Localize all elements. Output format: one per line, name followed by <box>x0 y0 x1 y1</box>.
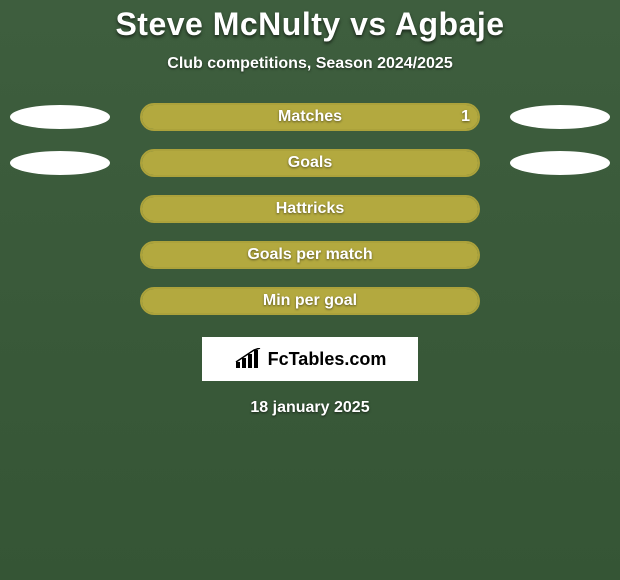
comparison-row: Matches1 <box>0 103 620 131</box>
comparison-widget: Steve McNulty vs Agbaje Club competition… <box>0 0 620 417</box>
stat-bar-fill-right <box>310 151 478 175</box>
stat-bar-track <box>140 287 480 315</box>
stat-bar-fill-right <box>310 197 478 221</box>
stat-bar-fill-left <box>142 289 310 313</box>
stat-bar-fill-left <box>142 197 310 221</box>
stat-bar-track <box>140 149 480 177</box>
stat-bar-fill-left <box>142 243 310 267</box>
comparison-row: Goals per match <box>0 241 620 269</box>
comparison-row: Goals <box>0 149 620 177</box>
logo-box[interactable]: FcTables.com <box>202 337 418 381</box>
player-right-marker <box>510 105 610 129</box>
comparison-row: Min per goal <box>0 287 620 315</box>
player-left-marker <box>10 105 110 129</box>
stat-bar-fill-right <box>310 289 478 313</box>
logo-text: FcTables.com <box>268 349 387 370</box>
stat-bar-track <box>140 241 480 269</box>
subtitle: Club competitions, Season 2024/2025 <box>0 55 620 73</box>
date-text: 18 january 2025 <box>0 399 620 417</box>
stat-bar-track <box>140 195 480 223</box>
stat-bar-track <box>140 103 480 131</box>
stat-bar-fill-right <box>310 243 478 267</box>
player-right-marker <box>510 151 610 175</box>
comparison-rows: Matches1 Goals Hattricks Goals per match Min… <box>0 103 620 315</box>
stat-bar-fill-right <box>142 105 478 129</box>
bars-icon <box>234 348 262 370</box>
comparison-row: Hattricks <box>0 195 620 223</box>
stat-value-right: 1 <box>461 103 470 131</box>
stat-bar-fill-left <box>142 151 310 175</box>
page-title: Steve McNulty vs Agbaje <box>0 6 620 43</box>
player-left-marker <box>10 151 110 175</box>
